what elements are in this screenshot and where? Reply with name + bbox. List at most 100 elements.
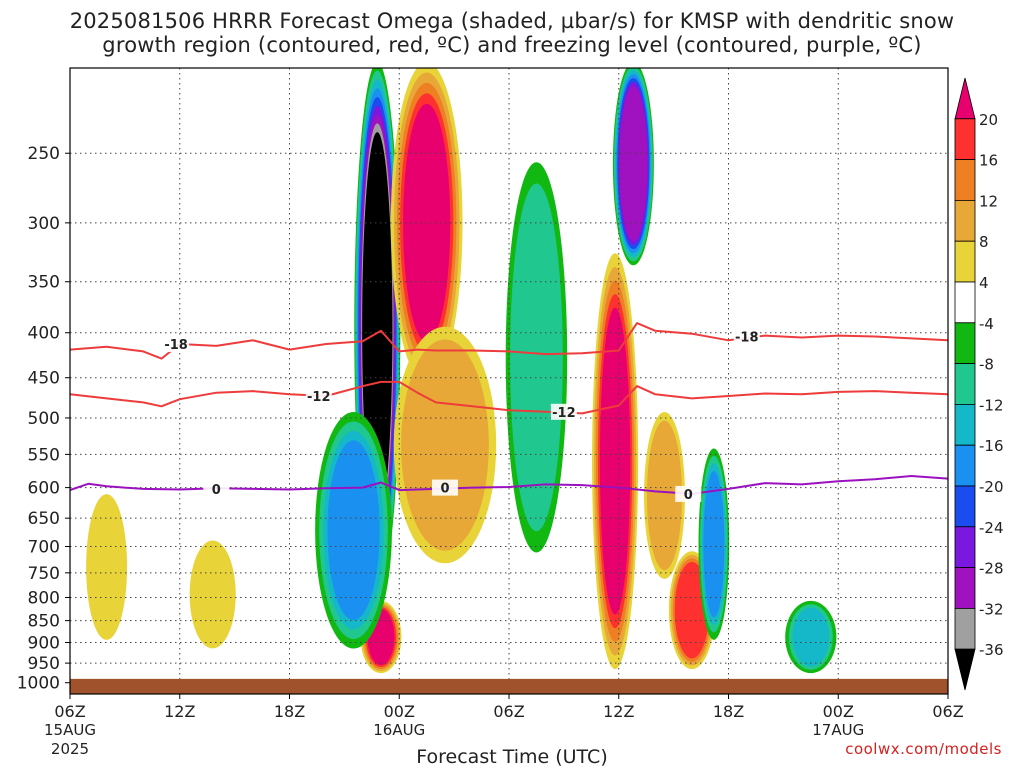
y-tick-label: 750 [28,564,60,584]
contour-label: -12 [552,406,576,421]
colorbar-swatch [954,485,976,528]
contour-label-bg [675,485,702,502]
omega-feature [612,68,654,266]
credit-link[interactable]: coolwx.com/models [845,740,1002,758]
x-tick-date: 16AUG [373,721,425,739]
omega-feature [505,162,568,553]
colorbar-label: -24 [979,519,1004,537]
y-axis-pressure-labels: 2503003504004505005506006507007508008509… [17,144,70,694]
colorbar-label: 20 [979,111,998,129]
x-tick-year: 2025 [51,740,89,758]
colorbar-label: -8 [979,356,994,374]
y-tick-label: 800 [28,588,60,608]
contour-label: 0 [440,482,449,497]
colorbar-label: -28 [979,560,1004,578]
colorbar-label: 12 [979,192,998,210]
colorbar-label: -36 [979,641,1004,659]
y-tick-label: 1000 [17,674,60,694]
colorbar-swatch [954,159,976,201]
contour-label-bg [305,387,332,404]
colorbar-swatch [954,403,976,446]
x-tick-label: 06Z [493,702,524,721]
contour-label-bg [733,328,760,345]
contour-label: -18 [735,331,759,346]
omega-contour-band [676,565,708,655]
y-tick-label: 650 [28,509,60,529]
omega-contour-band [620,90,647,238]
omega-feature [643,411,685,579]
colorbar-label: -20 [979,478,1004,496]
omega-contour-band [194,548,231,641]
omega-contour-band [649,429,680,562]
colorbar-swatch [954,281,976,324]
y-tick-label: 600 [28,479,60,499]
omega-feature [315,411,392,649]
y-tick-label: 350 [28,273,60,293]
omega-feature [393,326,497,564]
omega-contour-band [514,204,559,510]
colorbar-label: 16 [979,152,998,170]
omega-contour-band [792,607,830,667]
colorbar-label: -4 [979,315,994,333]
y-tick-label: 950 [28,654,60,674]
omega-feature [785,600,837,674]
chart-title-line-1: 2025081506 HRRR Forecast Omega (shaded, … [69,9,955,33]
colorbar-label: 4 [979,274,989,292]
chart-title-line-2: growth region (contoured, red, ºC) and f… [102,33,922,57]
contour-label: 0 [212,483,221,498]
x-tick-label: 12Z [603,702,634,721]
x-tick-label: 06Z [54,702,85,721]
x-tick-label: 12Z [164,702,195,721]
colorbar-swatch [954,199,976,242]
contour-label: 0 [684,488,693,503]
y-tick-label: 700 [28,537,60,557]
colorbar-top-arrow [954,77,976,120]
colorbar-swatch [954,526,976,568]
omega-contour-band [599,307,631,615]
colorbar-swatch [954,567,976,609]
colorbar-swatch [954,363,976,405]
colorbar-label: -16 [979,437,1004,455]
x-tick-label: 18Z [713,702,744,721]
omega-feature [86,494,128,640]
y-tick-label: 450 [28,369,60,389]
y-tick-label: 850 [28,612,60,632]
omega-shading-layer [86,68,837,674]
x-tick-date: 15AUG [44,721,96,739]
colorbar-swatch [954,240,976,283]
y-tick-label: 550 [28,445,60,465]
contour-line--12 [70,380,948,415]
contour-line--18 [70,322,948,360]
colorbar-swatch [954,118,976,161]
x-tick-label: 18Z [274,702,305,721]
contour-line-0 [70,475,948,495]
ground-surface [70,678,948,694]
colorbar-bottom-arrow [954,648,976,691]
omega-feature [698,448,730,640]
omega-feature [592,253,639,670]
y-tick-label: 250 [28,144,60,164]
contour-label: -18 [164,338,188,353]
y-tick-label: 400 [28,324,60,344]
contour-label: -12 [307,390,331,405]
omega-contour-band [403,103,451,342]
contour-label-bg [431,479,458,496]
y-tick-label: 300 [28,214,60,234]
colorbar-label: -32 [979,600,1004,618]
contour-label-bg [163,336,190,353]
x-axis-title: Forecast Time (UTC) [416,746,608,768]
omega-feature [390,68,463,384]
omega-contour-band [703,471,725,618]
omega-feature [189,540,236,649]
colorbar-swatch [954,322,976,364]
omega-contour-band [363,140,392,515]
omega-contour-band [327,440,380,621]
x-tick-date: 17AUG [812,721,864,739]
y-tick-label: 900 [28,633,60,653]
contour-label-bg [203,480,230,497]
colorbar-label: -12 [979,396,1004,414]
x-tick-label: 00Z [384,702,415,721]
omega-contour-band [90,505,123,629]
